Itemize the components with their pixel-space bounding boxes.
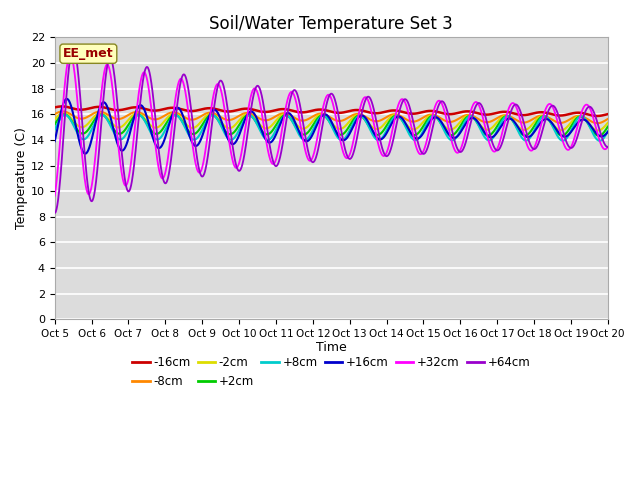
Legend: -16cm, -8cm, -2cm, +2cm, +8cm, +16cm, +32cm, +64cm: -16cm, -8cm, -2cm, +2cm, +8cm, +16cm, +3… bbox=[127, 351, 535, 393]
X-axis label: Time: Time bbox=[316, 340, 347, 354]
Y-axis label: Temperature (C): Temperature (C) bbox=[15, 127, 28, 229]
Title: Soil/Water Temperature Set 3: Soil/Water Temperature Set 3 bbox=[209, 15, 453, 33]
Text: EE_met: EE_met bbox=[63, 47, 114, 60]
